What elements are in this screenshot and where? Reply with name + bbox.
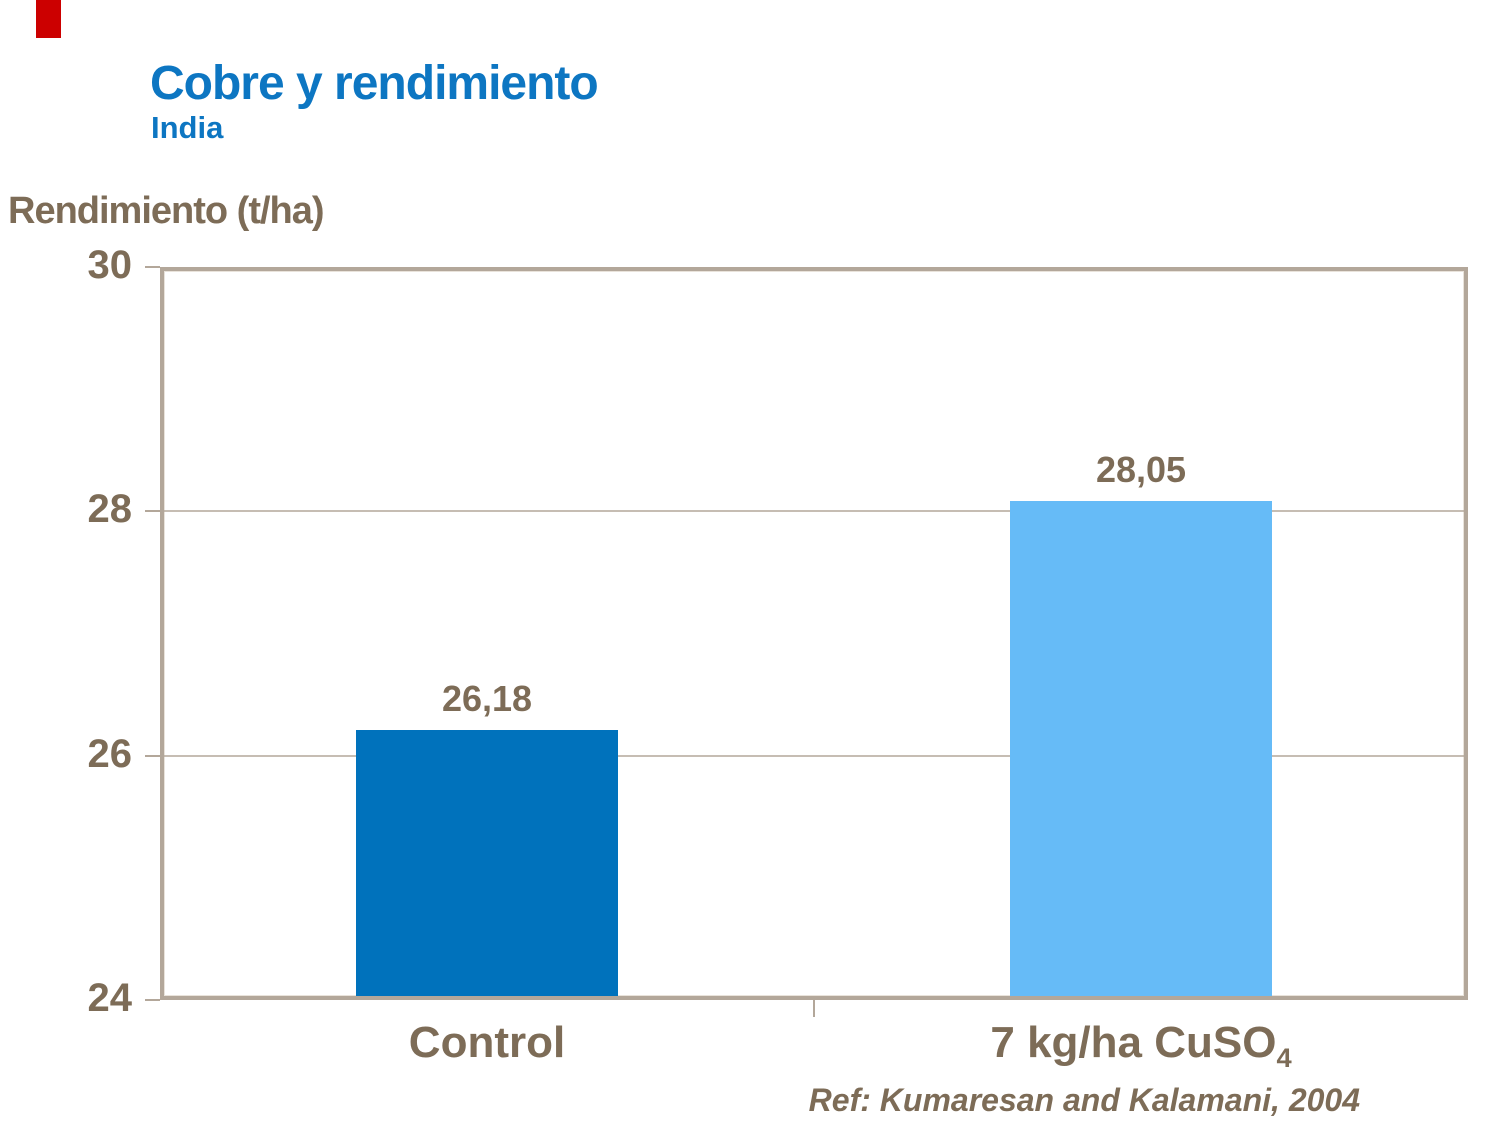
x-category-label: Control	[408, 1018, 566, 1067]
y-tick-label: 28	[87, 487, 133, 532]
red-accent-bar	[36, 0, 61, 38]
x-category-label: 7 kg/ha CuSO4	[990, 1018, 1292, 1073]
bar-value-label: 26,18	[441, 677, 533, 719]
gridline	[164, 754, 1464, 757]
bar-Control	[356, 729, 618, 996]
y-tick-mark	[145, 999, 160, 1001]
y-axis-title: Rendimiento (t/ha)	[8, 190, 325, 232]
page-subtitle: India	[151, 110, 224, 145]
reference-text: Ref: Kumaresan and Kalamani, 2004	[808, 1082, 1360, 1118]
y-tick-label: 30	[87, 243, 133, 287]
y-tick-label: 24	[87, 976, 133, 1020]
bar-value-label: 28,05	[1095, 449, 1187, 491]
y-tick-mark	[145, 754, 160, 757]
x-divider-tick	[813, 1000, 815, 1017]
y-tick-label: 26	[87, 731, 133, 776]
y-tick-mark	[145, 510, 160, 513]
bar-7 kg/ha CuSO4	[1010, 501, 1272, 996]
page-title: Cobre y rendimiento	[150, 57, 599, 110]
y-tick-mark	[145, 266, 160, 268]
gridline	[164, 510, 1464, 513]
plot-area: 26,18 28,05	[160, 267, 1468, 1000]
